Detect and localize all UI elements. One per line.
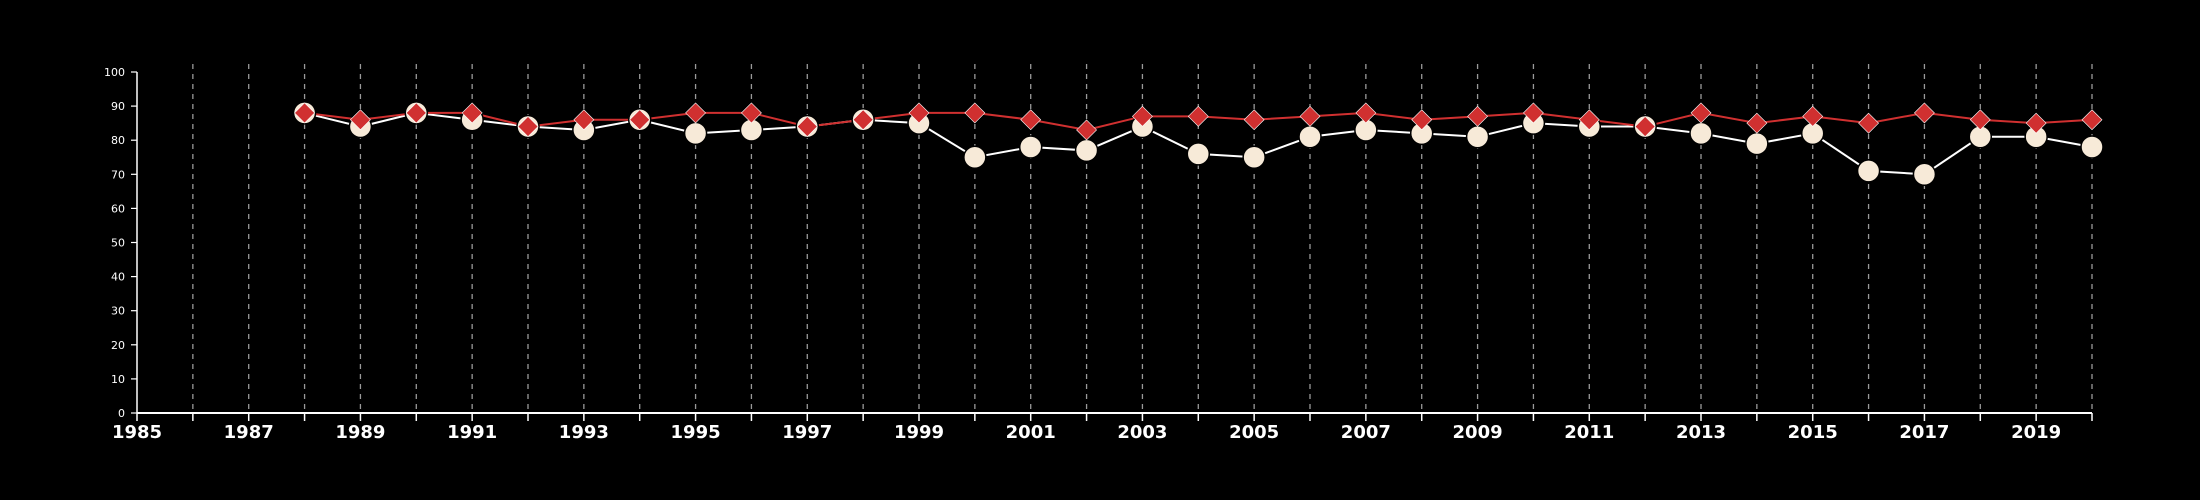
- series-1-point-2015: [1802, 105, 1824, 127]
- series-1-point-2013: [1690, 102, 1712, 124]
- series-1-point-2000: [964, 102, 986, 124]
- series-0-point-1995: [683, 121, 708, 146]
- y-tick-label: 0: [118, 407, 125, 420]
- series-1-point-1995: [685, 102, 706, 124]
- y-tick-label: 50: [111, 237, 125, 250]
- series-1-point-2010: [1523, 102, 1544, 124]
- x-tick-label: 1993: [559, 422, 609, 443]
- x-tick-label: 1999: [894, 422, 944, 443]
- series-layer: [292, 101, 2104, 187]
- series-1-point-2006: [1299, 105, 1321, 127]
- x-tick-label: 2015: [1788, 422, 1838, 443]
- series-1-point-2005: [1243, 109, 1265, 131]
- x-tick-label: 2013: [1676, 422, 1726, 443]
- x-tick-label: 2017: [1899, 422, 1949, 443]
- series-0-point-2001: [1018, 135, 1043, 159]
- series-1-point-2007: [1355, 102, 1377, 124]
- y-tick-label: 10: [111, 373, 125, 386]
- x-tick-label: 2019: [2011, 422, 2061, 443]
- series-1-point-2016: [1858, 112, 1879, 134]
- x-tick-label: 2005: [1229, 422, 1279, 443]
- x-tick-label: 1997: [782, 422, 832, 443]
- series-1-point-1989: [350, 109, 371, 131]
- axis-layer: 0 10 20 30 40 50 60 70 80 90 100 1985 1987 1989 1991 19…: [104, 66, 2093, 443]
- series-1-point-1992: [517, 116, 539, 137]
- x-tick-label: 1987: [224, 422, 274, 443]
- series-1-point-2011: [1578, 109, 1600, 131]
- series-0-point-2002: [1074, 138, 1099, 163]
- series-1-point-1988: [294, 102, 315, 124]
- y-tick-label: 90: [111, 100, 125, 113]
- series-1-point-2001: [1020, 109, 1042, 131]
- series-1-point-1994: [629, 109, 651, 131]
- series-0-point-2005: [1242, 145, 1266, 169]
- series-1-point-2002: [1076, 119, 1097, 141]
- series-0-point-2017: [1912, 162, 1937, 187]
- y-tick-label: 40: [111, 271, 125, 284]
- series-1-point-1990: [405, 102, 427, 124]
- series-0-point-2020: [2080, 135, 2104, 159]
- series-1-point-2014: [1746, 112, 1768, 134]
- grid-layer: [192, 64, 2093, 413]
- x-tick-label: 2003: [1117, 422, 1167, 443]
- series-1-point-2020: [2081, 109, 2103, 131]
- series-1-point-1997: [796, 116, 818, 137]
- series-1-point-2004: [1187, 105, 1209, 127]
- series-0-point-2013: [1689, 121, 1713, 146]
- series-1-point-2018: [1969, 109, 1991, 131]
- x-tick-label: 2011: [1564, 422, 1614, 443]
- series-1-point-2009: [1467, 105, 1488, 127]
- y-tick-label: 30: [111, 305, 125, 318]
- series-1-point-1991: [461, 102, 483, 124]
- series-1-point-1993: [573, 109, 595, 131]
- series-0-point-2000: [963, 145, 987, 169]
- series-1-point-1999: [908, 102, 930, 124]
- series-1-point-1996: [741, 102, 762, 124]
- y-tick-label: 70: [111, 168, 125, 181]
- series-1-point-2017: [1914, 102, 1935, 124]
- x-tick-label: 1991: [447, 422, 497, 443]
- x-tick-label: 1995: [671, 422, 721, 443]
- y-tick-label: 60: [111, 202, 125, 215]
- y-tick-label: 20: [111, 339, 125, 352]
- series-0-point-2004: [1186, 142, 1211, 166]
- series-1-point-2008: [1411, 109, 1433, 131]
- series-1-point-2019: [2025, 112, 2047, 134]
- y-tick-label: 80: [111, 134, 125, 147]
- series-1-point-1998: [852, 109, 874, 131]
- series-0-point-2006: [1298, 125, 1322, 149]
- x-tick-label: 1989: [335, 422, 385, 443]
- x-tick-label: 1985: [112, 422, 162, 443]
- x-tick-label: 2001: [1006, 422, 1056, 443]
- series-1-point-2003: [1132, 105, 1153, 127]
- x-tick-label: 2007: [1341, 422, 1391, 443]
- x-tick-label: 2009: [1453, 422, 1503, 443]
- series-0-point-2016: [1856, 159, 1881, 183]
- series-1-point-2012: [1634, 116, 1656, 137]
- y-tick-label: 100: [104, 66, 125, 79]
- series-0-point-2014: [1745, 131, 1769, 156]
- series-0-point-2009: [1465, 125, 1490, 149]
